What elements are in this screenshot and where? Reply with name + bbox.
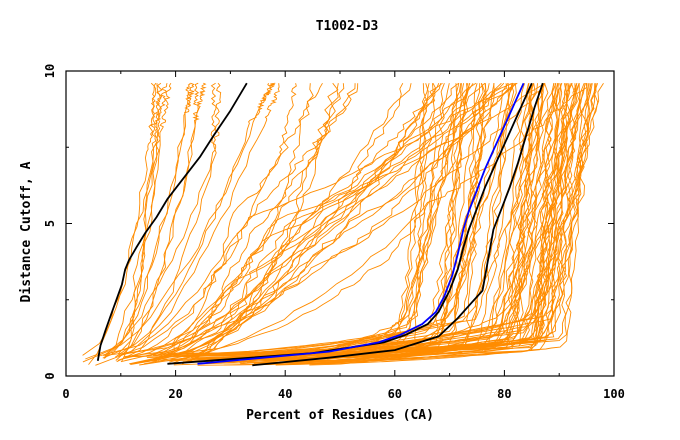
model-curve-dense-right-cluster bbox=[282, 83, 535, 365]
model-curve-dense-right-cluster bbox=[284, 83, 588, 365]
model-curve-steep-low-coverage bbox=[116, 82, 222, 363]
model-curve-steep-low-coverage bbox=[88, 82, 157, 365]
model-curve-diagonal-mid bbox=[182, 83, 339, 364]
model-curve-steep-low-coverage bbox=[121, 82, 157, 362]
model-curve-diagonal-mid bbox=[158, 82, 323, 356]
model-curve-diagonal-mid bbox=[148, 82, 443, 361]
series-line-highlight-model bbox=[197, 82, 525, 365]
model-curve-dense-right-cluster bbox=[271, 83, 534, 365]
series-line-reference-left bbox=[96, 82, 248, 361]
series-line-reference-mid bbox=[167, 82, 533, 365]
model-curve-steep-low-coverage bbox=[98, 83, 297, 357]
model-curve-dense-right-cluster bbox=[272, 83, 556, 361]
model-curve-tail-elbow bbox=[235, 83, 514, 361]
model-curve-tail-elbow bbox=[222, 83, 462, 359]
model-curve-diagonal-mid bbox=[134, 82, 518, 365]
model-curve-diagonal-mid bbox=[118, 83, 359, 357]
model-curve-diagonal-mid bbox=[130, 82, 517, 365]
model-curve-steep-low-coverage bbox=[103, 82, 195, 359]
x-tick-label: 60 bbox=[388, 387, 402, 401]
axis-ticks: 0 20 40 60 80 100 0 5 10 bbox=[43, 64, 625, 401]
model-curve-steep-low-coverage bbox=[115, 82, 207, 361]
x-tick-label: 0 bbox=[62, 387, 69, 401]
x-axis-label: Percent of Residues (CA) bbox=[246, 408, 434, 423]
x-tick-label: 40 bbox=[278, 387, 292, 401]
y-axis-label: Distance Cutoff, A bbox=[19, 161, 34, 302]
model-curve-diagonal-mid bbox=[118, 82, 404, 356]
model-curve-steep-low-coverage bbox=[118, 83, 168, 355]
model-curve-diagonal-mid bbox=[155, 82, 474, 356]
model-curve-steep-low-coverage bbox=[82, 82, 217, 363]
model-curve-steep-low-coverage bbox=[102, 82, 272, 359]
model-curve-dense-right-cluster bbox=[284, 83, 555, 354]
model-curve-steep-low-coverage bbox=[82, 83, 162, 356]
model-curve-diagonal-mid bbox=[145, 83, 314, 357]
model-curve-steep-low-coverage bbox=[111, 82, 172, 355]
model-curve-steep-low-coverage bbox=[95, 83, 280, 366]
model-curve-steep-low-coverage bbox=[85, 82, 276, 360]
model-curve-dense-right-cluster bbox=[248, 83, 589, 356]
model-curve-dense-right-cluster bbox=[275, 83, 556, 366]
model-curve-tail-elbow bbox=[173, 83, 460, 366]
model-curve-dense-right-cluster bbox=[272, 83, 534, 363]
chart-title: T1002-D3 bbox=[316, 19, 379, 34]
y-tick-label: 5 bbox=[43, 220, 57, 227]
model-curve-tail-elbow bbox=[125, 83, 471, 358]
model-curve-diagonal-mid bbox=[124, 83, 544, 358]
y-tick-label: 0 bbox=[43, 372, 57, 379]
model-curve-diagonal-mid bbox=[143, 82, 515, 365]
y-tick-label: 10 bbox=[43, 64, 57, 78]
model-curve-steep-low-coverage bbox=[103, 83, 192, 357]
series-line-reference-right bbox=[252, 82, 544, 367]
x-tick-label: 80 bbox=[497, 387, 511, 401]
model-curve-diagonal-mid bbox=[164, 83, 356, 358]
highlight-curves bbox=[96, 82, 544, 367]
model-curve-diagonal-mid bbox=[177, 83, 490, 354]
model-curve-diagonal-mid bbox=[117, 82, 513, 361]
model-curve-diagonal-mid bbox=[157, 83, 440, 361]
model-curve-tail-elbow bbox=[327, 83, 429, 360]
x-tick-label: 100 bbox=[603, 387, 625, 401]
model-curve-diagonal-mid bbox=[169, 83, 442, 363]
x-tick-label: 20 bbox=[168, 387, 182, 401]
model-curve-diagonal-mid bbox=[124, 82, 437, 354]
